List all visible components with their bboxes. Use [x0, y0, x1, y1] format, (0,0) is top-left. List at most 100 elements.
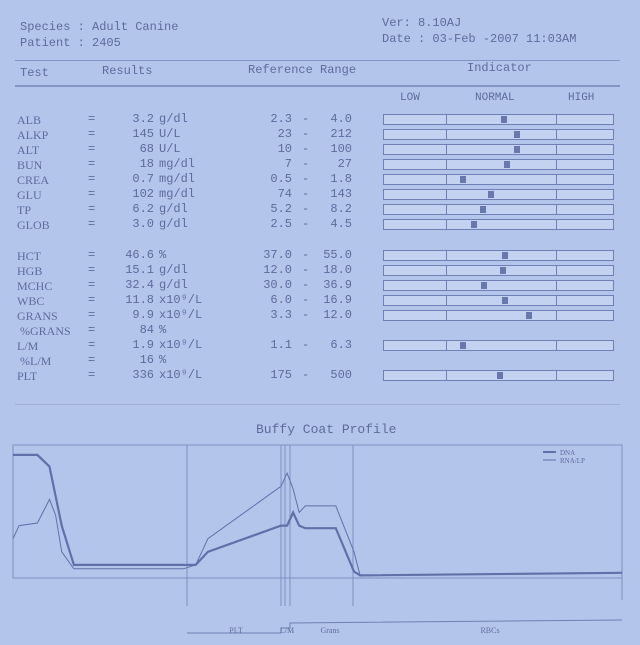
indicator-bar [383, 159, 614, 170]
test-name: L/M [17, 339, 39, 353]
ref-low: 2.3 [270, 112, 292, 126]
result-unit: U/L [159, 127, 181, 141]
equals-sign: = [88, 187, 96, 201]
ref-high: 4.0 [330, 112, 352, 126]
indicator-normal: NORMAL [475, 92, 515, 104]
ref-high: 8.2 [330, 202, 352, 216]
ref-dash: - [302, 112, 310, 126]
result-unit: x10⁹/L [159, 308, 203, 322]
result-value: 15.1 [125, 263, 154, 277]
indicator-bar [383, 280, 614, 291]
col-indicator: Indicator [467, 61, 532, 75]
ref-low: 10 [277, 142, 292, 156]
indicator-bar [383, 310, 614, 321]
equals-sign: = [88, 172, 96, 186]
result-value: 336 [132, 368, 154, 382]
result-unit: mg/dl [159, 187, 196, 201]
ref-high: 6.3 [330, 338, 352, 352]
indicator-marker [470, 221, 477, 228]
legend-label: RNA/LP [560, 457, 585, 465]
ref-dash: - [302, 278, 310, 292]
indicator-marker [481, 282, 488, 289]
ref-high: 4.5 [330, 217, 352, 231]
ref-dash: - [302, 142, 310, 156]
ref-dash: - [302, 217, 310, 231]
col-results: Results [102, 64, 153, 78]
region-baseline [187, 619, 623, 634]
ref-high: 212 [330, 127, 352, 141]
ref-high: 16.9 [323, 293, 352, 307]
indicator-low: LOW [400, 92, 420, 104]
equals-sign: = [88, 202, 96, 216]
plot-frame [12, 444, 623, 579]
result-value: 6.2 [132, 202, 154, 216]
result-value: 32.4 [125, 278, 154, 292]
ref-dash: - [302, 293, 310, 307]
ref-low: 1.1 [270, 338, 292, 352]
indicator-bar [383, 265, 614, 276]
test-name: GLU [17, 188, 42, 202]
ref-dash: - [302, 202, 310, 216]
test-name: ALKP [17, 128, 49, 142]
equals-sign: = [88, 112, 96, 126]
test-name: CREA [17, 173, 50, 187]
equals-sign: = [88, 293, 96, 307]
result-unit: x10⁹/L [159, 368, 203, 382]
ref-high: 1.8 [330, 172, 352, 186]
test-name: WBC [17, 294, 45, 308]
test-name: %L/M [17, 354, 52, 368]
ref-low: 30.0 [263, 278, 292, 292]
series-line-rna-lp [12, 471, 623, 576]
equals-sign: = [88, 127, 96, 141]
indicator-marker [459, 176, 466, 183]
region-label: PLT [229, 626, 243, 635]
result-value: 102 [132, 187, 154, 201]
indicator-bar [383, 204, 614, 215]
equals-sign: = [88, 338, 96, 352]
region-label: L/M [280, 626, 294, 635]
ref-dash: - [302, 157, 310, 171]
indicator-marker [487, 191, 494, 198]
ref-low: 175 [270, 368, 292, 382]
result-unit: % [159, 353, 167, 367]
result-unit: mg/dl [159, 172, 196, 186]
test-name: BUN [17, 158, 43, 172]
result-value: 1.9 [132, 338, 154, 352]
ref-dash: - [302, 263, 310, 277]
result-unit: x10⁹/L [159, 338, 203, 352]
legend-label: DNA [560, 449, 575, 457]
test-name: ALB [17, 113, 41, 127]
test-name: HGB [17, 264, 43, 278]
ref-low: 37.0 [263, 248, 292, 262]
indicator-marker [526, 312, 533, 319]
indicator-bar [383, 340, 614, 351]
indicator-marker [497, 372, 504, 379]
ref-dash: - [302, 338, 310, 352]
indicator-marker [501, 116, 508, 123]
ref-high: 18.0 [323, 263, 352, 277]
result-value: 3.0 [132, 217, 154, 231]
indicator-marker [499, 267, 506, 274]
result-unit: % [159, 248, 167, 262]
ref-dash: - [302, 172, 310, 186]
indicator-bar [383, 189, 614, 200]
result-unit: x10⁹/L [159, 293, 203, 307]
ref-low: 5.2 [270, 202, 292, 216]
result-value: 68 [139, 142, 154, 156]
indicator-marker [503, 161, 510, 168]
equals-sign: = [88, 157, 96, 171]
indicator-bar [383, 114, 614, 125]
result-unit: g/dl [159, 278, 188, 292]
ref-dash: - [302, 248, 310, 262]
test-name: HCT [17, 249, 41, 263]
version: Ver: 8.10AJ [382, 16, 462, 30]
result-unit: mg/dl [159, 157, 196, 171]
region-label: RBCs [480, 626, 499, 635]
indicator-marker [459, 342, 466, 349]
patient: Patient : 2405 [20, 36, 121, 50]
ref-high: 55.0 [323, 248, 352, 262]
test-name: PLT [17, 369, 38, 383]
indicator-bar [383, 295, 614, 306]
result-value: 18 [139, 157, 154, 171]
ref-low: 3.3 [270, 308, 292, 322]
